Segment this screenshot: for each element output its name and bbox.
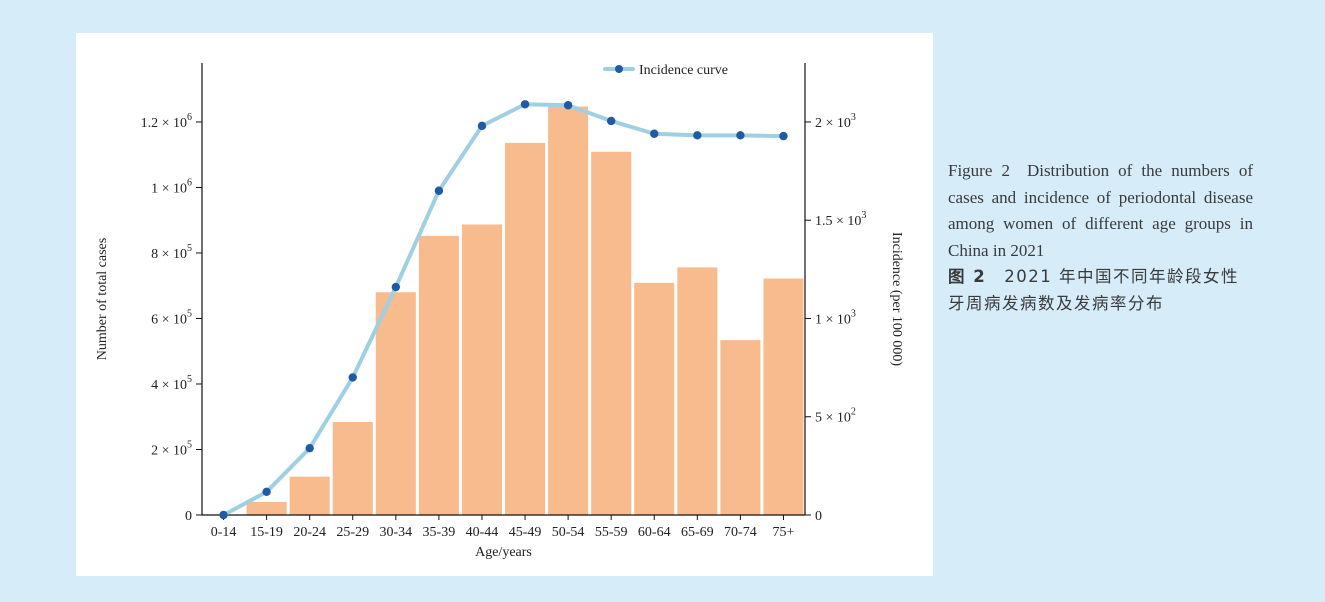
incidence-point-40-44 xyxy=(477,121,487,131)
legend: Incidence curve xyxy=(603,63,728,78)
incidence-point-20-24 xyxy=(305,443,314,453)
y-right-tick-label-2: 1 × 103 xyxy=(815,308,856,327)
incidence-point-0-14 xyxy=(219,510,228,520)
y-right-tick-label-1: 5 × 102 xyxy=(815,407,856,426)
figure-panel: 0 2 × 105 4 × 105 6 × 105 8 × 105 1 × 106 1.2 … xyxy=(76,33,933,576)
x-tick-label-15-19: 15-19 xyxy=(250,525,283,540)
x-tick-label-60-64: 60-64 xyxy=(638,525,671,540)
y-left-tick-label-2: 4 × 105 xyxy=(151,374,192,393)
incidence-point-75+ xyxy=(779,131,788,141)
incidence-point-55-59 xyxy=(606,116,616,126)
bar-40-44 xyxy=(461,224,502,516)
bar-45-49 xyxy=(505,142,546,516)
y-axis-right-title: Incidence (per 100 000) xyxy=(889,232,904,366)
bar-50-54 xyxy=(548,106,589,515)
bar-30-34 xyxy=(375,292,416,515)
legend-marker-swatch xyxy=(615,65,623,73)
y-right-tick-label-3: 1.5 × 103 xyxy=(815,210,866,229)
x-tick-label-65-69: 65-69 xyxy=(681,525,714,540)
bar-75+ xyxy=(763,278,804,515)
caption-english: Figure 2 Distribution of the numbers of … xyxy=(948,161,1253,260)
x-tick-label-25-29: 25-29 xyxy=(336,525,369,540)
x-tick-label-45-49: 45-49 xyxy=(509,525,542,540)
bar-70-74 xyxy=(720,340,761,515)
x-tick-label-40-44: 40-44 xyxy=(466,525,499,540)
bars-group xyxy=(246,106,804,516)
bar-15-19 xyxy=(246,501,287,515)
legend-label: Incidence curve xyxy=(639,63,728,78)
y-right-tick-label-0: 0 xyxy=(815,509,822,524)
caption-chinese: 图 2 2021 年中国不同年龄段女性牙周病发病数及发病率分布 xyxy=(948,264,1253,317)
x-tick-label-0-14: 0-14 xyxy=(211,525,237,540)
y-left-tick-label-1: 2 × 105 xyxy=(151,439,192,458)
bar-65-69 xyxy=(677,267,718,515)
y-right-tick-label-4: 2 × 103 xyxy=(815,112,856,131)
figure-caption: Figure 2 Distribution of the numbers of … xyxy=(948,158,1253,317)
caption-figure-label: 图 2 xyxy=(948,267,987,286)
y-left-tick-label-4: 8 × 105 xyxy=(151,243,192,262)
x-tick-label-50-54: 50-54 xyxy=(552,525,585,540)
incidence-point-60-64 xyxy=(650,129,659,138)
x-tick-label-75+: 75+ xyxy=(773,525,795,540)
incidence-line xyxy=(221,102,786,517)
incidence-point-70-74 xyxy=(736,131,745,140)
x-axis-title: Age/years xyxy=(475,545,532,560)
bar-25-29 xyxy=(332,421,373,515)
incidence-point-30-34 xyxy=(391,282,401,292)
bar-20-24 xyxy=(289,476,330,515)
incidence-points-group xyxy=(219,100,788,520)
bar-35-39 xyxy=(418,235,459,515)
incidence-point-45-49 xyxy=(520,100,530,109)
x-tick-label-35-39: 35-39 xyxy=(423,525,456,540)
incidence-point-15-19 xyxy=(262,487,271,497)
bar-55-59 xyxy=(591,151,632,515)
y-axis-left-title: Number of total cases xyxy=(95,238,110,360)
incidence-point-35-39 xyxy=(434,186,444,195)
incidence-point-50-54 xyxy=(563,101,573,110)
y-left-tick-label-3: 6 × 105 xyxy=(151,308,192,327)
x-tick-label-70-74: 70-74 xyxy=(724,525,757,540)
bar-60-64 xyxy=(634,282,675,515)
y-left-tick-label-6: 1.2 × 106 xyxy=(141,112,192,131)
x-tick-label-20-24: 20-24 xyxy=(293,525,326,540)
incidence-point-25-29 xyxy=(348,373,357,382)
combo-chart: 0 2 × 105 4 × 105 6 × 105 8 × 105 1 × 106 1.2 … xyxy=(95,63,904,560)
y-left-tick-label-5: 1 × 106 xyxy=(151,177,192,196)
incidence-point-65-69 xyxy=(693,131,702,140)
caption-chinese-text: 2021 年中国不同年龄段女性牙周病发病数及发病率分布 xyxy=(948,267,1239,313)
x-tick-label-55-59: 55-59 xyxy=(595,525,628,540)
y-left-tick-label-0: 0 xyxy=(185,509,192,524)
x-tick-label-30-34: 30-34 xyxy=(379,525,412,540)
